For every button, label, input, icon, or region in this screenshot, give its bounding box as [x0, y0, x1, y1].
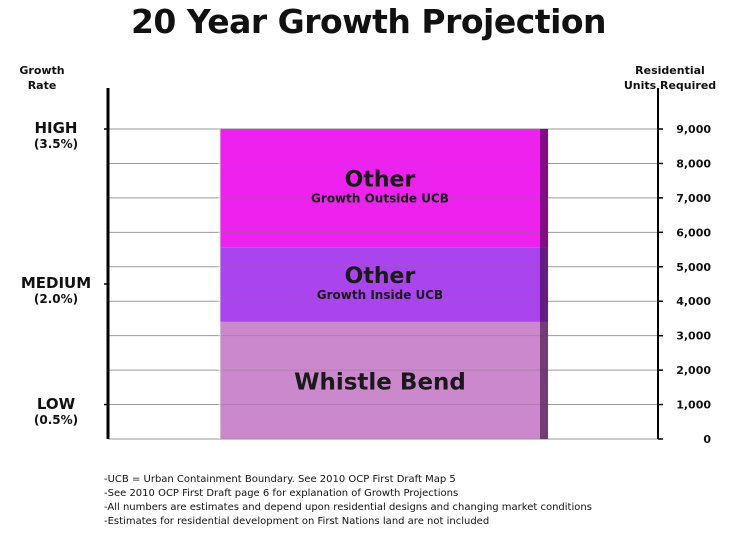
bar-segment-label: Other — [345, 167, 416, 192]
bar-segment-label: Whistle Bend — [294, 369, 466, 395]
growth-level-rate: (3.5%) — [33, 137, 79, 151]
growth-level-name: LOW — [36, 394, 76, 413]
y-tick-label: 0 — [703, 433, 711, 446]
growth-level: HIGH (3.5%) — [8, 119, 104, 151]
growth-level-name: HIGH — [34, 119, 78, 137]
y-tick-label: 1,000 — [676, 399, 711, 412]
bar-highlight — [218, 129, 221, 439]
y-tick-label: 5,000 — [676, 261, 711, 274]
growth-level: LOW (0.5%) — [8, 395, 104, 427]
footnote: -UCB = Urban Containment Boundary. See 2… — [104, 474, 456, 485]
left-axis-title-line1: Growth — [19, 64, 65, 77]
right-axis-title-line1: Residential — [635, 64, 705, 77]
growth-level: MEDIUM (2.0%) — [8, 274, 104, 306]
bar-segment — [220, 247, 548, 322]
y-tick-label: 6,000 — [676, 226, 711, 239]
y-tick-label: 7,000 — [676, 192, 711, 205]
y-tick-label: 2,000 — [676, 364, 711, 377]
y-tick-label: 4,000 — [676, 295, 711, 308]
left-axis-title-line2: Rate — [27, 79, 57, 92]
y-tick-label: 8,000 — [676, 157, 711, 170]
bar-shadow — [540, 129, 548, 439]
y-tick-label: 9,000 — [676, 123, 711, 136]
footnote: -All numbers are estimates and depend up… — [104, 502, 592, 513]
growth-level-name: MEDIUM — [20, 274, 92, 292]
right-axis-title-line2: Units Required — [623, 79, 717, 92]
growth-level-rate: (0.5%) — [33, 412, 79, 427]
footnote: -See 2010 OCP First Draft page 6 for exp… — [104, 488, 459, 499]
bar-segment — [220, 321, 548, 439]
bar-segment-sublabel: Growth Inside UCB — [317, 288, 443, 302]
footnote: -Estimates for residential development o… — [104, 516, 490, 527]
bar-segment-label: Other — [345, 264, 416, 289]
right-axis-title: Residential Units Required — [600, 63, 737, 93]
bar-segment-sublabel: Growth Outside UCB — [311, 191, 449, 205]
y-tick-label: 3,000 — [676, 330, 711, 343]
left-axis-title: Growth Rate — [14, 63, 70, 93]
growth-level-rate: (2.0%) — [33, 292, 79, 306]
footnotes: -UCB = Urban Containment Boundary. See 2… — [104, 473, 724, 529]
bar-segment — [220, 129, 548, 248]
chart-title: 20 Year Growth Projection — [130, 2, 607, 41]
